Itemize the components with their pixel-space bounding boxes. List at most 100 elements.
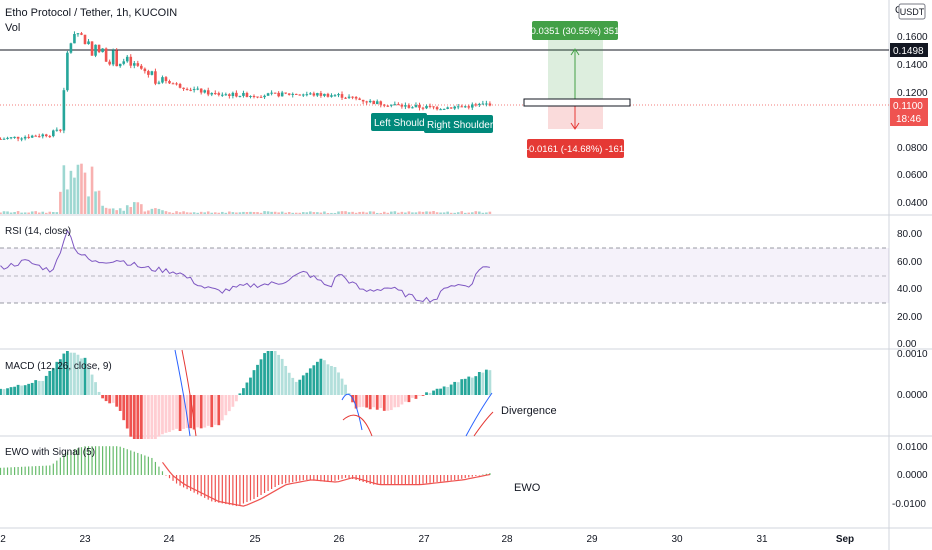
macd-bar: [136, 395, 140, 439]
volume-bar: [368, 211, 372, 214]
candle-body: [263, 95, 266, 98]
time-tick-0: 2: [0, 534, 6, 545]
volume-bar: [182, 211, 185, 214]
candle-body: [414, 105, 418, 108]
ewo-bar: [186, 475, 188, 490]
macd-bar: [9, 387, 13, 395]
macd-bar: [224, 395, 228, 416]
macd-bar: [210, 395, 214, 428]
macd-bar: [312, 365, 316, 395]
macd-bar: [90, 374, 94, 395]
candle-body: [337, 94, 340, 96]
candle-body: [192, 89, 196, 91]
macd-bar: [171, 395, 175, 431]
candle-body: [485, 103, 488, 105]
macd-bar: [347, 393, 351, 395]
candle-body: [0, 138, 2, 140]
candle-body: [382, 104, 386, 106]
volume-bar: [16, 211, 20, 214]
candle-body: [238, 95, 242, 97]
candle-body: [136, 63, 140, 66]
volume-bar: [467, 212, 471, 214]
volume-bar: [365, 212, 368, 214]
currency-badge[interactable]: [898, 3, 926, 20]
ewo-bar: [404, 475, 406, 485]
macd-bar: [20, 385, 24, 395]
candle-body: [425, 105, 428, 109]
candle-body: [27, 136, 30, 138]
candle-body: [34, 135, 38, 137]
volume-bar: [453, 212, 456, 214]
volume-bar: [192, 212, 196, 214]
price-tick-0: 0.1600: [897, 32, 928, 43]
volume-bar: [97, 190, 101, 214]
ewo-bar: [24, 466, 26, 475]
volume-bar: [108, 208, 111, 214]
macd-bar: [104, 395, 108, 402]
ewo-bar: [200, 475, 202, 497]
macd-bar: [206, 395, 210, 426]
macd-bar: [411, 395, 414, 398]
volume-bar: [456, 212, 460, 214]
volume-bar: [340, 211, 344, 214]
ewo-bar: [271, 475, 273, 489]
ewo-bar: [13, 467, 16, 475]
volume-bar: [0, 212, 2, 214]
volume-bar: [256, 212, 259, 214]
macd-bar: [192, 395, 196, 430]
ewo-bar: [80, 447, 83, 475]
macd-bar: [2, 389, 6, 395]
volume-bar: [249, 211, 252, 214]
candle-body: [62, 90, 66, 131]
ewo-bar: [274, 475, 276, 487]
volume-bar: [382, 211, 386, 214]
ewo-bar: [281, 475, 283, 485]
price-tick-1: 0.1400: [897, 60, 928, 71]
ewo-bar: [158, 466, 160, 475]
left-shoulder-label-bg: [371, 113, 427, 131]
volume-bar: [379, 212, 383, 214]
volume-bar: [418, 211, 421, 214]
ewo-bar: [207, 475, 209, 500]
volume-bar: [428, 211, 432, 214]
volume-bar: [118, 208, 122, 214]
price-tick-4: 0.0600: [897, 170, 928, 181]
macd-bar: [305, 372, 309, 395]
candle-body: [48, 136, 52, 138]
time-tick-10: Sep: [836, 534, 854, 545]
volume-bar: [6, 211, 9, 214]
candle-body: [326, 93, 330, 97]
ewo-bar: [190, 475, 192, 491]
macd-bar: [407, 395, 411, 403]
macd-bar: [13, 386, 16, 395]
ewo-bar: [98, 446, 100, 475]
macd-bar: [414, 395, 418, 399]
macd-bar: [326, 364, 330, 395]
macd-bar: [94, 382, 97, 395]
target-label-bg: [532, 21, 618, 40]
macd-bar: [270, 351, 274, 395]
candle-body: [351, 96, 354, 98]
volume-bar: [481, 212, 485, 214]
volume-bar: [372, 211, 376, 214]
candle-body: [460, 106, 464, 108]
volume-bar: [266, 211, 270, 214]
candle-body: [347, 96, 351, 98]
macd-bar: [333, 367, 337, 395]
volume-bar: [101, 205, 104, 214]
volume-bar: [185, 212, 189, 214]
candle-body: [104, 48, 108, 62]
ewo-bar: [330, 475, 333, 482]
ewo-bar: [214, 475, 216, 503]
ewo-bar: [482, 474, 484, 476]
macd-bar: [252, 370, 256, 395]
macd-tick-0: 0.0010: [897, 349, 928, 360]
rsi-line: [0, 229, 490, 303]
position-entry-box[interactable]: [523, 98, 631, 107]
volume-bar: [34, 211, 38, 214]
candle-body: [111, 50, 115, 65]
macd-bar: [344, 384, 347, 395]
volume-bar: [224, 212, 228, 214]
candle-body: [361, 99, 365, 102]
